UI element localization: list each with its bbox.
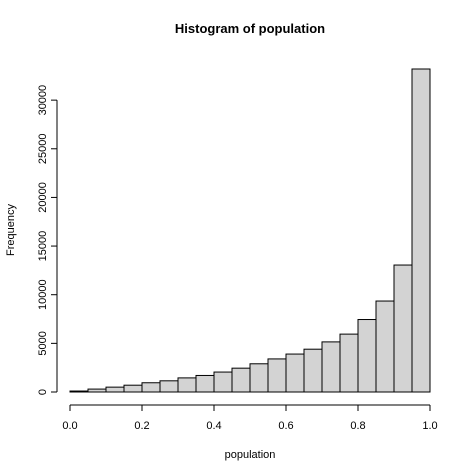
- histogram-bar: [69, 390, 89, 393]
- histogram-bar: [213, 371, 233, 393]
- histogram-bar: [303, 348, 323, 393]
- histogram-bar: [87, 388, 107, 393]
- histogram-bar: [285, 353, 305, 393]
- y-tick-label: 5000: [37, 331, 49, 355]
- histogram-bar: [231, 367, 251, 393]
- histogram-bar: [159, 380, 179, 393]
- x-tick-label: 1.0: [422, 420, 437, 432]
- histogram-bar: [249, 363, 269, 393]
- x-axis: 0.0 0.2 0.4 0.6 0.8 1.0: [62, 404, 438, 432]
- histogram-bar: [195, 374, 215, 393]
- x-axis-label: population: [225, 449, 276, 461]
- y-axis-label: Frequency: [5, 204, 17, 256]
- histogram-bar: [105, 386, 125, 393]
- x-tick-label: 0.4: [206, 420, 221, 432]
- histogram-bar: [375, 300, 395, 393]
- histogram-bar: [321, 341, 341, 393]
- bars-group: [69, 68, 431, 393]
- x-tick-label: 0.0: [62, 420, 77, 432]
- histogram-bar: [393, 264, 413, 393]
- histogram-bar: [177, 377, 197, 393]
- y-tick-label: 0: [37, 389, 49, 395]
- y-axis: 0 5000 10000 15000 20000 25000 30000: [37, 85, 58, 395]
- y-tick-label: 20000: [37, 182, 49, 213]
- y-tick-label: 10000: [37, 279, 49, 310]
- x-tick-label: 0.8: [350, 420, 365, 432]
- histogram-bar: [123, 384, 143, 393]
- histogram-bar: [339, 333, 359, 393]
- histogram-bar: [411, 68, 431, 393]
- y-tick-label: 30000: [37, 85, 49, 116]
- y-tick-label: 25000: [37, 133, 49, 164]
- chart-title: Histogram of population: [175, 21, 325, 36]
- histogram-bar: [357, 319, 377, 393]
- y-tick-label: 15000: [37, 231, 49, 262]
- x-tick-label: 0.2: [134, 420, 149, 432]
- histogram-bar: [267, 358, 287, 393]
- histogram-bar: [141, 382, 161, 393]
- x-tick-label: 0.6: [278, 420, 293, 432]
